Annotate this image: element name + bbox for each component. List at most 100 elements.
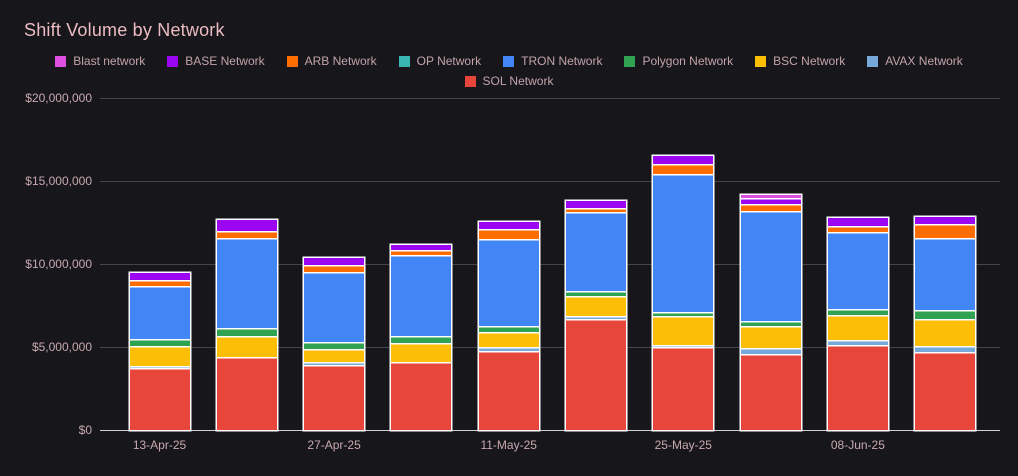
bar-segment-avax-network[interactable] (740, 347, 801, 355)
legend-item-tron-network[interactable]: TRON Network (503, 54, 602, 68)
legend-label: ARB Network (304, 54, 377, 68)
legend-label: Blast network (73, 54, 146, 68)
bar-segment-bsc-network[interactable] (566, 295, 626, 316)
bar-segment-polygon-network[interactable] (566, 290, 626, 296)
bar-segment-base-network[interactable] (129, 273, 190, 281)
bar-segment-sol-network[interactable] (304, 364, 365, 430)
x-axis-tick-label: 27-Apr-25 (307, 438, 361, 452)
bar-segment-polygon-network[interactable] (915, 310, 976, 319)
legend-item-sol-network[interactable]: SOL Network (464, 74, 554, 88)
bar-segment-avax-network[interactable] (304, 361, 365, 365)
legend-label: Polygon Network (642, 54, 734, 68)
bar-segment-sol-network[interactable] (129, 368, 190, 430)
bar-segment-base-network[interactable] (304, 257, 365, 265)
bar-segment-base-network[interactable] (915, 217, 976, 225)
bar-segment-tron-network[interactable] (915, 238, 976, 311)
bar-segment-polygon-network[interactable] (827, 309, 888, 316)
x-axis-tick-label: 25-May-25 (654, 438, 712, 452)
bar-segment-polygon-network[interactable] (478, 326, 539, 333)
bar-segment-bsc-network[interactable] (740, 326, 801, 348)
bar-segment-tron-network[interactable] (391, 255, 452, 336)
bar-segment-arb-network[interactable] (129, 280, 190, 287)
bar-segment-tron-network[interactable] (129, 286, 190, 340)
bar-segment-arb-network[interactable] (304, 264, 365, 272)
arb-network-swatch-icon (286, 55, 298, 67)
bar-segment-base-network[interactable] (478, 222, 539, 229)
bar-segment-polygon-network[interactable] (391, 335, 452, 343)
bar-segment-polygon-network[interactable] (304, 341, 365, 349)
bar-segment-arb-network[interactable] (216, 230, 277, 238)
bar-segment-blast-network[interactable] (740, 195, 801, 198)
bar-segment-sol-network[interactable] (827, 345, 888, 430)
bar-segment-avax-network[interactable] (915, 346, 976, 353)
bar-segment-arb-network[interactable] (391, 249, 452, 255)
legend-item-blast-network[interactable]: Blast network (55, 54, 145, 68)
bar-segment-base-network[interactable] (740, 197, 801, 205)
gridline (100, 181, 1000, 182)
bar-segment-base-network[interactable] (566, 201, 626, 208)
bar-segment-polygon-network[interactable] (129, 339, 190, 347)
bar-segment-avax-network[interactable] (478, 347, 539, 351)
bar-segment-tron-network[interactable] (566, 212, 626, 291)
bar-segment-polygon-network[interactable] (653, 312, 714, 316)
legend-item-arb-network[interactable]: ARB Network (286, 54, 377, 68)
bar-segment-tron-network[interactable] (216, 238, 277, 329)
bar-segment-avax-network[interactable] (129, 366, 190, 369)
bar-segment-avax-network[interactable] (827, 339, 888, 346)
bar-segment-bsc-network[interactable] (827, 315, 888, 340)
bar-segment-tron-network[interactable] (478, 239, 539, 327)
bar-segment-tron-network[interactable] (827, 232, 888, 310)
bar-segment-arb-network[interactable] (740, 204, 801, 212)
bar-segment-sol-network[interactable] (915, 352, 976, 430)
bar-segment-base-network[interactable] (216, 219, 277, 231)
bar-segment-sol-network[interactable] (391, 363, 452, 430)
bar-segment-bsc-network[interactable] (129, 346, 190, 367)
legend-label: SOL Network (482, 74, 554, 88)
bar-segment-tron-network[interactable] (304, 272, 365, 342)
legend-item-bsc-network[interactable]: BSC Network (755, 54, 845, 68)
avax-network-swatch-icon (867, 55, 879, 67)
bar-segment-base-network[interactable] (391, 244, 452, 250)
bar-segment-avax-network[interactable] (653, 345, 714, 347)
bar-week-3 (304, 98, 365, 430)
bar-segment-polygon-network[interactable] (216, 328, 277, 337)
bar-segment-bsc-network[interactable] (478, 332, 539, 347)
legend-label: BASE Network (185, 54, 265, 68)
bar-segment-bsc-network[interactable] (304, 348, 365, 362)
bar-segment-sol-network[interactable] (566, 318, 626, 430)
legend-item-op-network[interactable]: OP Network (398, 54, 481, 68)
bar-week-6 (566, 98, 626, 430)
bar-segment-sol-network[interactable] (216, 358, 277, 430)
bar-segment-bsc-network[interactable] (391, 342, 452, 363)
bar-week-4 (391, 98, 452, 430)
bar-segment-bsc-network[interactable] (216, 336, 277, 358)
bar-segment-tron-network[interactable] (740, 211, 801, 322)
bar-segment-sol-network[interactable] (740, 354, 801, 430)
legend-item-avax-network[interactable]: AVAX Network (867, 54, 963, 68)
bar-segment-arb-network[interactable] (827, 226, 888, 233)
bar-segment-bsc-network[interactable] (915, 318, 976, 347)
bar-week-8 (740, 98, 801, 430)
gridline (100, 98, 1000, 99)
bar-segment-avax-network[interactable] (566, 315, 626, 319)
gridline (100, 264, 1000, 265)
bar-segment-bsc-network[interactable] (653, 315, 714, 346)
legend-label: TRON Network (521, 54, 603, 68)
bar-segment-base-network[interactable] (827, 218, 888, 227)
bar-segment-sol-network[interactable] (653, 346, 714, 430)
bar-week-9 (827, 98, 888, 430)
bar-segment-arb-network[interactable] (653, 164, 714, 174)
chart-legend: Blast network BASE Network ARB Network OP N… (14, 54, 1004, 88)
bar-week-2 (216, 98, 277, 430)
legend-item-base-network[interactable]: BASE Network (167, 54, 265, 68)
bar-segment-base-network[interactable] (653, 156, 714, 165)
legend-item-polygon-network[interactable]: Polygon Network (624, 54, 733, 68)
x-axis-line (100, 430, 1000, 431)
bar-segment-polygon-network[interactable] (740, 321, 801, 327)
bar-segment-sol-network[interactable] (478, 350, 539, 430)
bar-segment-arb-network[interactable] (915, 224, 976, 238)
bar-segment-arb-network[interactable] (478, 228, 539, 240)
bar-segment-arb-network[interactable] (566, 207, 626, 213)
bar-segment-tron-network[interactable] (653, 174, 714, 312)
